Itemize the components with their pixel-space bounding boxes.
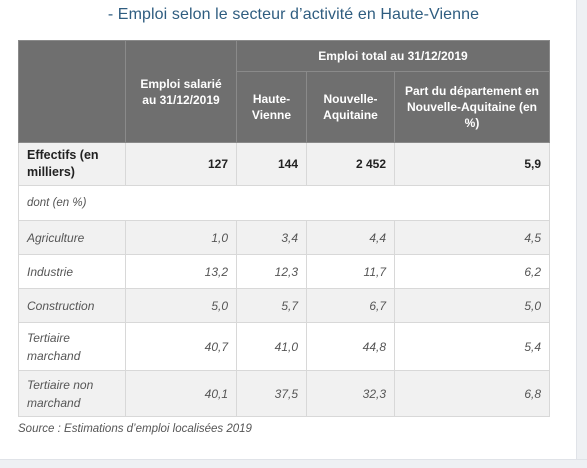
table-row: Industrie 13,2 12,3 11,7 6,2 bbox=[18, 254, 550, 289]
table-row-effectifs: Effectifs (en milliers) 127 144 2 452 5,… bbox=[18, 142, 550, 186]
cell-value: 40,7 bbox=[125, 322, 237, 371]
cell-value: 2 452 bbox=[306, 142, 395, 186]
row-label: Construction bbox=[18, 288, 126, 323]
cell-value: 32,3 bbox=[306, 370, 395, 417]
table-row-dont: dont (en %) bbox=[18, 185, 550, 221]
table-row: Tertiaire marchand 40,7 41,0 44,8 5,4 bbox=[18, 322, 550, 371]
cell-value: 40,1 bbox=[125, 370, 237, 417]
cell-value: 5,0 bbox=[125, 288, 237, 323]
table-row: Construction 5,0 5,7 6,7 5,0 bbox=[18, 288, 550, 323]
cell-value: 41,0 bbox=[236, 322, 307, 371]
bottom-edge bbox=[0, 459, 587, 468]
cell-value: 4,4 bbox=[306, 220, 395, 255]
cell-value: 144 bbox=[236, 142, 307, 186]
header-part-departement: Part du département en Nouvelle-Aquitain… bbox=[394, 71, 550, 143]
cell-value: 5,9 bbox=[394, 142, 550, 186]
row-label: Tertiaire non marchand bbox=[18, 370, 126, 417]
row-label: Agriculture bbox=[18, 220, 126, 255]
row-label: Industrie bbox=[18, 254, 126, 289]
source-note: Source : Estimations d’emploi localisées… bbox=[18, 423, 252, 435]
cell-value: 3,4 bbox=[236, 220, 307, 255]
header-emploi-salarie: Emploi salarié au 31/12/2019 bbox=[125, 40, 237, 143]
cell-value: 1,0 bbox=[125, 220, 237, 255]
cell-value: 44,8 bbox=[306, 322, 395, 371]
cell-value: 37,5 bbox=[236, 370, 307, 417]
employment-table: Emploi salarié au 31/12/2019 Emploi tota… bbox=[18, 40, 550, 417]
dont-label: dont (en %) bbox=[18, 185, 550, 221]
page-title: - Emploi selon le secteur d’activité en … bbox=[107, 6, 480, 23]
cell-value: 5,7 bbox=[236, 288, 307, 323]
cell-value: 5,0 bbox=[394, 288, 550, 323]
row-label: Tertiaire marchand bbox=[18, 322, 126, 371]
header-emploi-total: Emploi total au 31/12/2019 bbox=[236, 40, 550, 72]
header-corner bbox=[18, 40, 126, 143]
table-row: Agriculture 1,0 3,4 4,4 4,5 bbox=[18, 220, 550, 255]
table-row: Tertiaire non marchand 40,1 37,5 32,3 6,… bbox=[18, 370, 550, 417]
header-nouvelle-aquitaine: Nouvelle-Aquitaine bbox=[306, 71, 395, 143]
cell-value: 4,5 bbox=[394, 220, 550, 255]
header-haute-vienne: Haute-Vienne bbox=[236, 71, 307, 143]
cell-value: 6,8 bbox=[394, 370, 550, 417]
cell-value: 6,2 bbox=[394, 254, 550, 289]
cell-value: 11,7 bbox=[306, 254, 395, 289]
cell-value: 12,3 bbox=[236, 254, 307, 289]
row-label: Effectifs (en milliers) bbox=[18, 142, 126, 186]
scroll-edge bbox=[576, 0, 587, 468]
cell-value: 13,2 bbox=[125, 254, 237, 289]
cell-value: 6,7 bbox=[306, 288, 395, 323]
cell-value: 127 bbox=[125, 142, 237, 186]
cell-value: 5,4 bbox=[394, 322, 550, 371]
